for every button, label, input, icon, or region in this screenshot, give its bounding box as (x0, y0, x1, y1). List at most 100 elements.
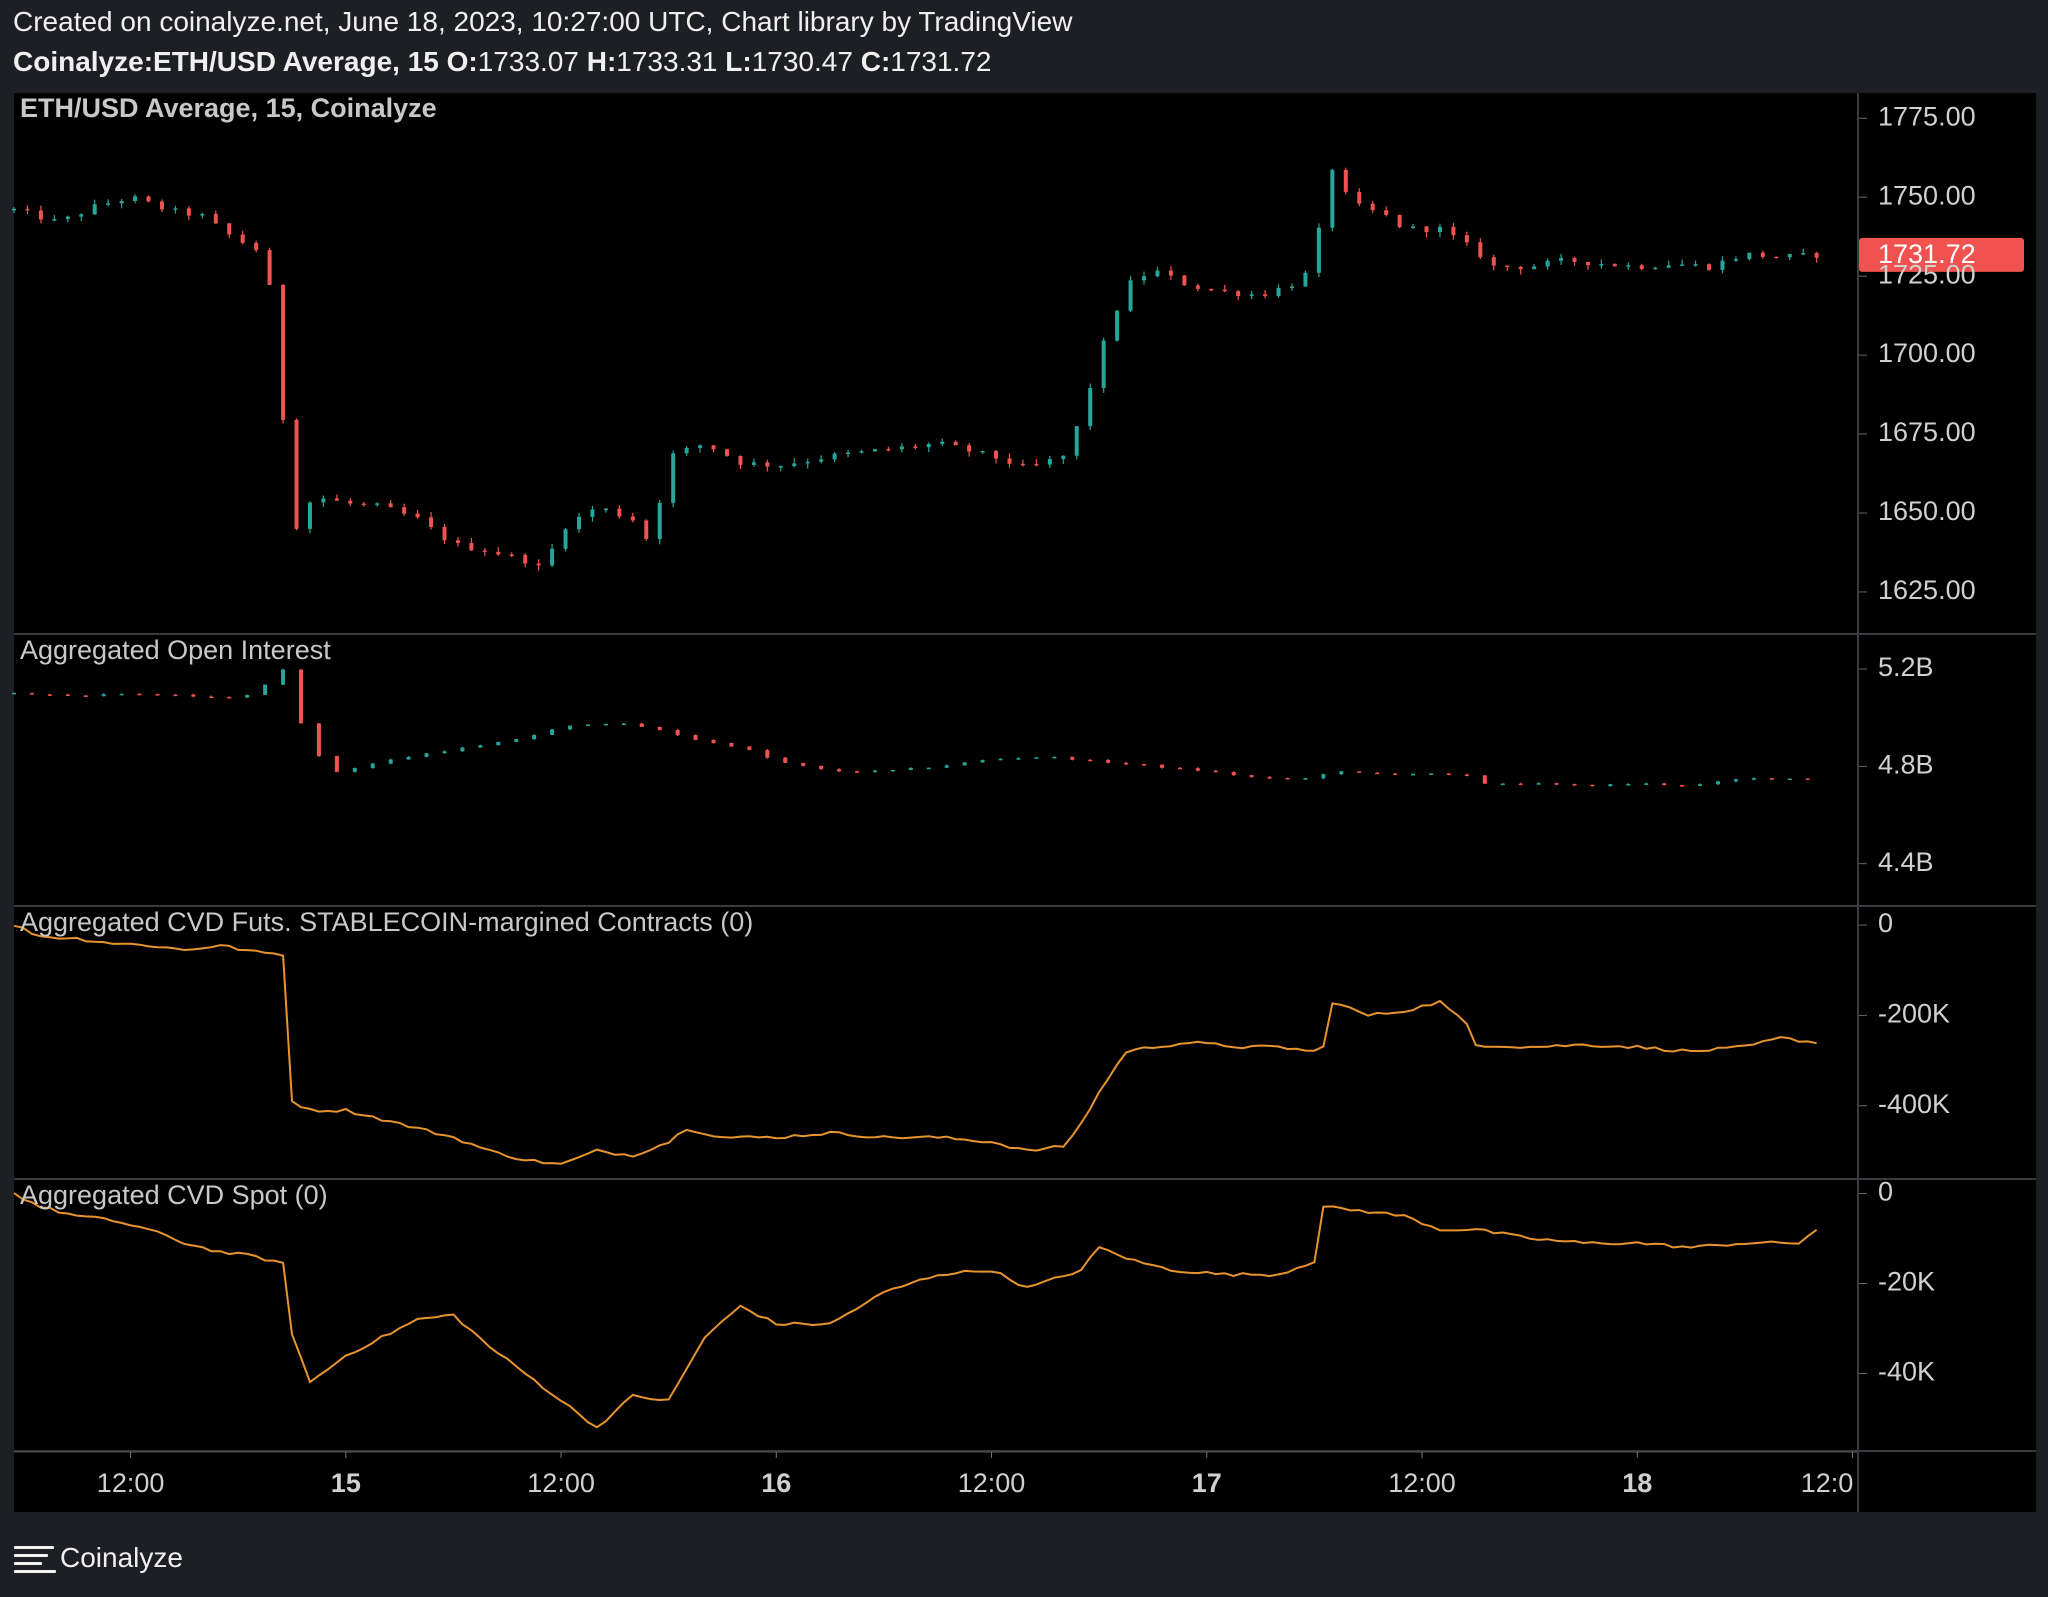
candle-body (1626, 783, 1631, 786)
candle-body (281, 669, 286, 685)
candle-body (496, 741, 501, 746)
candle-body (334, 498, 339, 501)
candle-body (1559, 258, 1564, 261)
candle-body (532, 734, 537, 740)
pane-title: ETH/USD Average, 15, Coinalyze (20, 93, 437, 123)
candle-body (1505, 265, 1510, 268)
candle-body (603, 723, 608, 726)
candle-body (155, 694, 160, 696)
candle-body (424, 753, 429, 757)
candle-body (890, 770, 895, 772)
candle-body (711, 739, 716, 744)
candle-body (698, 445, 703, 448)
candle-body (1693, 264, 1698, 266)
candle-body (1357, 771, 1362, 773)
candle-body (12, 692, 16, 695)
candle-body (1760, 252, 1765, 257)
candle-body (837, 769, 842, 772)
candle-body (1518, 266, 1523, 270)
candle-body (657, 502, 662, 540)
candle-body (429, 517, 434, 527)
candle-body (119, 693, 124, 696)
candle-body (747, 746, 752, 750)
candle-body (1177, 767, 1182, 770)
candle-body (460, 747, 465, 752)
candle-body (926, 767, 931, 770)
candle-body (227, 696, 232, 699)
y-tick-label: 1775.00 (1878, 101, 1976, 131)
candle-body (1787, 778, 1792, 781)
candle-body (1478, 242, 1483, 258)
candle-body (998, 758, 1003, 761)
candle-body (1303, 778, 1308, 780)
candle-body (1061, 455, 1066, 460)
candle-body (1375, 772, 1380, 775)
candle-body (388, 503, 393, 508)
candle-body (1106, 759, 1111, 763)
candle-body (872, 770, 877, 773)
pane-3-background (14, 907, 1857, 1178)
candle-body (1482, 775, 1487, 784)
brand-name: Coinalyze (60, 1542, 183, 1573)
candle-body (644, 520, 649, 540)
candle-body (1276, 287, 1281, 297)
y-tick-label: 1650.00 (1878, 496, 1976, 526)
pane-title: Aggregated Open Interest (20, 635, 331, 665)
candle-body (1585, 261, 1590, 266)
candle-body (307, 502, 312, 529)
candle-body (1814, 252, 1819, 258)
candle-body (1411, 773, 1416, 776)
candle-body (348, 500, 353, 504)
pane-4 (13, 1192, 1867, 1429)
candle-body (316, 723, 321, 756)
y-tick-label: 1625.00 (1878, 575, 1976, 605)
candle-body (1263, 294, 1268, 297)
candle-body (962, 762, 967, 766)
candle-body (173, 694, 178, 697)
candle-body (994, 450, 999, 459)
candle-body (514, 739, 519, 742)
candle-body (1124, 762, 1129, 765)
candle-body (953, 441, 958, 446)
candle-body (778, 466, 783, 468)
candle-body (1343, 169, 1348, 192)
y-tick-label: -400K (1878, 1089, 1950, 1119)
candle-body (1424, 226, 1429, 233)
candle-body (765, 462, 770, 467)
candle-body (550, 548, 555, 566)
candle-body (630, 516, 635, 521)
candle-body (52, 219, 57, 221)
high-label: H: (586, 46, 617, 77)
candle-body (1774, 256, 1779, 259)
candle-body (1222, 289, 1227, 292)
pane-title: Aggregated CVD Spot (0) (20, 1180, 328, 1210)
candle-body (1653, 267, 1658, 270)
y-tick-label: 1725.00 (1878, 259, 1976, 289)
candle-body (227, 223, 232, 235)
candle-body (1666, 265, 1671, 268)
candle-body (1236, 291, 1241, 297)
candle-body (137, 693, 142, 696)
candle-body (1357, 191, 1362, 204)
x-tick-label: 12:00 (1388, 1468, 1456, 1498)
last-price-label: 1731.72 (1878, 239, 1976, 269)
candle-body (765, 749, 770, 758)
y-axis-background (1859, 93, 2036, 1512)
low-value: 1730.47 (751, 46, 853, 77)
footer-brand[interactable]: Coinalyze (14, 1542, 183, 1574)
candle-body (1115, 310, 1120, 341)
candle-body (805, 461, 810, 464)
candle-body (79, 214, 84, 217)
x-tick-label: 12:00 (527, 1468, 595, 1498)
candle-body (1572, 784, 1577, 786)
open-label: O: (446, 46, 478, 77)
y-tick-label: -200K (1878, 999, 1950, 1029)
candle-body (1720, 260, 1725, 270)
candle-body (1733, 779, 1738, 782)
candle-body (855, 771, 860, 773)
low-label: L: (725, 46, 752, 77)
candle-body (859, 451, 864, 453)
y-tick-label: 0 (1878, 1177, 1893, 1207)
candle-body (639, 723, 644, 727)
